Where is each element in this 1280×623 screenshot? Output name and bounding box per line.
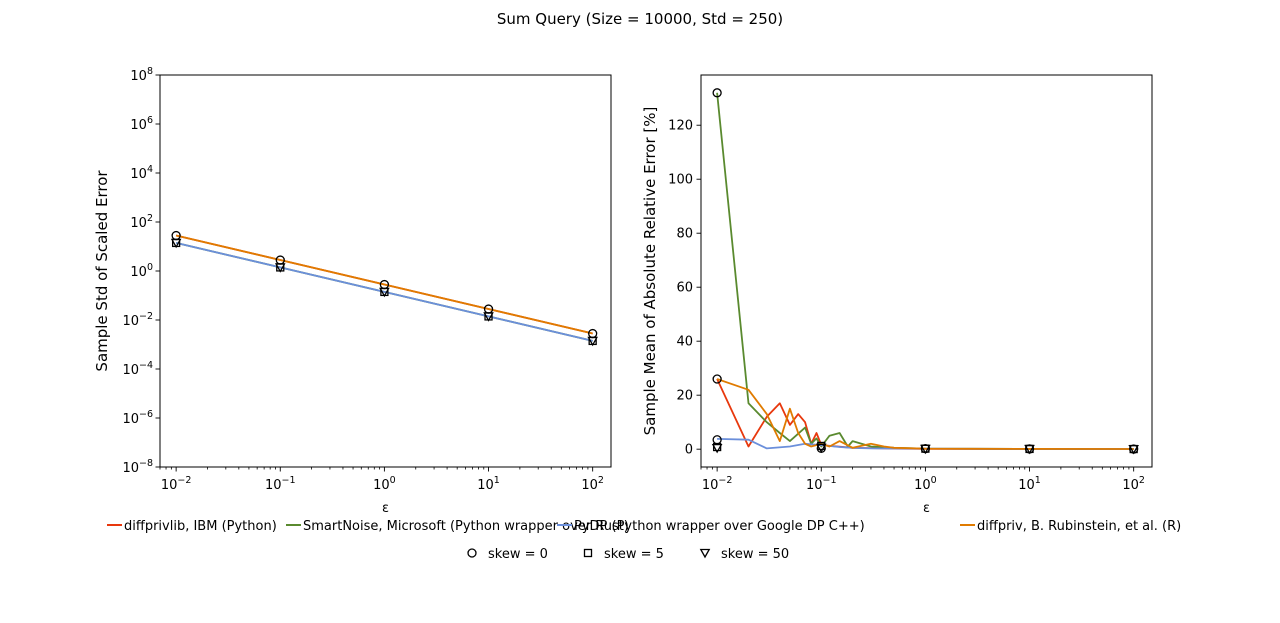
y-tick-label: 10−2 [122,311,153,329]
legend-item-skew-0: skew = 0 [467,547,548,562]
legend-label: PyDP (Python wrapper over Google DP C++) [574,519,865,534]
y-axis-label: Sample Mean of Absolute Relative Error [… [641,107,659,436]
legend-label: diffpriv, B. Rubinstein, et al. (R) [977,519,1181,534]
y-tick-label: 100 [668,173,693,188]
y-tick-label: 10−6 [122,409,153,427]
y-axis-ticks: 10−8 10−6 10−4 10−2 100 102 104 106 108 [122,66,160,476]
y-tick-label: 102 [130,213,153,231]
y-tick-label: 10−4 [122,360,153,378]
x-axis-ticks: 10−2 10−1 100 101 102 [700,467,1145,493]
right-chart-panel: 10−2 10−1 100 101 102 0 20 40 60 80 100 120 ε Sample … [641,74,1153,516]
legend-label: SmartNoise, Microsoft (Python wrapper ov… [303,519,629,534]
legend-label: skew = 0 [488,547,548,562]
x-axis-label: ε [923,501,930,516]
series-line-pydp-python-wrapper-over-google-dp-c- [175,242,593,342]
left-chart-panel: 10−2 10−1 100 101 10210−810−610−410−21001021… [93,66,612,516]
series-line-diffprivlib [716,378,1134,451]
plot-frame [700,74,1153,468]
triangle-down-marker [379,287,390,298]
y-tick-label: 80 [676,227,693,242]
x-tick-label: 102 [1122,475,1145,493]
legend-item-skew-50: skew = 50 [699,547,789,562]
x-tick-label: 102 [581,475,604,493]
legend-triangle-down-marker [699,548,711,559]
y-tick-label: 108 [130,66,153,84]
series-lines [175,234,593,342]
x-tick-label: 10−1 [265,475,296,493]
legend-square-marker [583,548,593,558]
y-tick-label: 10−8 [122,458,153,476]
legend-label: skew = 5 [604,547,664,562]
legend-label: skew = 50 [721,547,789,562]
y-tick-label: 40 [676,335,693,350]
y-axis-label: Sample Std of Scaled Error [93,170,111,372]
triangle-down-marker [170,238,182,249]
triangle-down-marker [587,336,598,347]
circle-marker [712,374,722,384]
x-tick-label: 100 [373,475,396,493]
legend-item-diffprivlib: diffprivlib, IBM (Python) [107,519,277,534]
legend-label: diffprivlib, IBM (Python) [124,519,277,534]
series-line-diffpriv [716,378,1134,450]
legend-item-smartnoise: SmartNoise, Microsoft (Python wrapper ov… [286,519,629,534]
triangle-down-marker [711,443,723,454]
y-tick-label: 106 [130,115,153,133]
chart-legend: diffprivlib, IBM (Python) SmartNoise, Mic… [107,519,1181,562]
y-tick-label: 100 [130,262,153,280]
series-lines [716,92,1134,451]
plot-frame [159,74,612,468]
data-markers [711,88,1139,455]
series-line-smartnoise [716,92,1134,450]
legend-item-skew-5: skew = 5 [583,547,664,562]
figure-title: Sum Query (Size = 10000, Std = 250) [497,10,783,28]
y-tick-label: 0 [685,443,693,458]
triangle-down-marker [274,263,286,273]
x-tick-label: 101 [1018,475,1041,493]
circle-marker [712,88,722,98]
triangle-down-marker [1128,444,1139,455]
triangle-down-marker [1024,444,1035,455]
triangle-down-marker [815,443,827,454]
x-tick-label: 10−2 [161,475,192,493]
x-tick-label: 10−1 [806,475,837,493]
data-markers [170,230,598,347]
legend-item-pydp-python-wrapper-over-google-dp-c-: PyDP (Python wrapper over Google DP C++) [557,519,865,534]
triangle-down-marker [483,312,494,322]
legend-circle-marker [467,548,477,558]
triangle-down-marker [920,444,931,455]
y-tick-label: 120 [668,119,693,134]
x-tick-label: 100 [914,475,937,493]
x-tick-label: 101 [477,475,500,493]
x-tick-label: 10−2 [702,475,733,493]
x-axis-ticks: 10−2 10−1 100 101 102 [159,467,604,493]
y-tick-label: 60 [676,281,693,296]
y-tick-label: 104 [130,164,153,182]
x-axis-label: ε [382,501,389,516]
y-tick-label: 20 [676,389,693,404]
y-axis-ticks: 0 20 40 60 80 100 120 [668,119,701,458]
legend-item-diffpriv: diffpriv, B. Rubinstein, et al. (R) [960,519,1181,534]
series-line-diffpriv [175,234,593,335]
